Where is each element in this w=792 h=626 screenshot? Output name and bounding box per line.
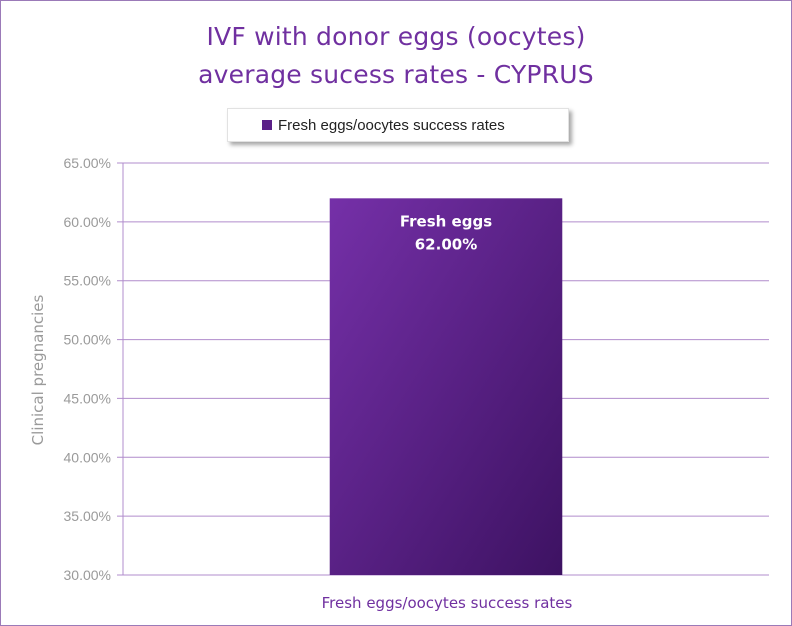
legend-label: Fresh eggs/oocytes success rates [278,116,505,134]
y-tick-label: 60.00% [64,214,111,230]
chart-title: IVF with donor eggs (oocytes) [206,22,586,51]
bar-fresh-eggs [329,198,563,576]
legend-swatch [262,120,272,130]
y-tick-label: 30.00% [64,567,111,583]
x-axis-label: Fresh eggs/oocytes success rates [322,594,573,612]
y-axis-label: Clinical pregnancies [29,295,47,446]
y-tick-label: 40.00% [64,449,111,465]
y-tick-label: 35.00% [64,508,111,524]
y-tick-label: 55.00% [64,273,111,289]
y-tick-label: 45.00% [64,390,111,406]
bar-data-label-value: 62.00% [415,235,477,253]
chart-subtitle: average sucess rates - CYPRUS [198,60,594,89]
y-tick-label: 65.00% [64,155,111,171]
bar-data-label-name: Fresh eggs [400,212,492,230]
chart-legend: Fresh eggs/oocytes success rates [227,108,569,142]
y-tick-label: 50.00% [64,332,111,348]
